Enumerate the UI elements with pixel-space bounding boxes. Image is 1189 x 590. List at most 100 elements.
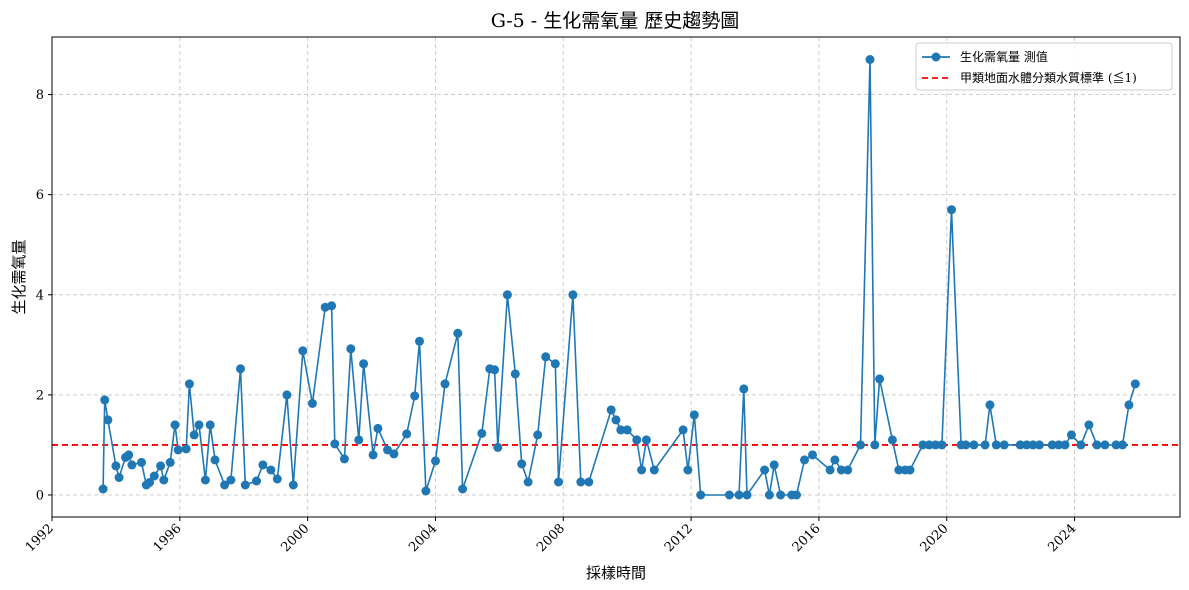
data-point xyxy=(776,490,786,500)
data-point xyxy=(410,391,420,401)
data-point xyxy=(637,465,647,475)
data-point xyxy=(421,486,431,496)
data-point xyxy=(689,410,699,420)
data-point xyxy=(825,465,835,475)
data-point xyxy=(502,290,512,300)
x-tick-label: 2008 xyxy=(534,521,568,555)
y-tick-label: 2 xyxy=(36,388,44,403)
data-point xyxy=(200,475,210,485)
y-axis-ticks: 0 2 4 6 8 xyxy=(36,88,52,503)
y-tick-label: 4 xyxy=(36,288,44,303)
data-point xyxy=(678,425,688,435)
data-point xyxy=(616,425,626,435)
data-point xyxy=(383,445,392,455)
chart-title: G-5 - 生化需氧量 歷史趨勢圖 xyxy=(491,10,740,32)
legend-box xyxy=(915,42,1173,91)
data-point xyxy=(402,429,412,439)
data-point xyxy=(550,359,560,369)
x-tick-label: 1996 xyxy=(151,521,185,555)
series-line xyxy=(102,59,1137,498)
data-point xyxy=(220,480,230,490)
data-point xyxy=(100,395,110,405)
data-point xyxy=(170,420,180,430)
data-point xyxy=(373,423,383,433)
data-point xyxy=(266,465,276,475)
data-point xyxy=(194,420,204,430)
data-point xyxy=(1022,440,1032,450)
data-point xyxy=(98,484,108,494)
data-point xyxy=(330,439,340,449)
data-point xyxy=(1015,440,1025,450)
data-point xyxy=(696,490,706,500)
data-point xyxy=(127,460,137,470)
data-point xyxy=(1111,440,1121,450)
data-point xyxy=(1054,440,1064,450)
data-point xyxy=(165,457,175,467)
x-tick-label: 2004 xyxy=(406,521,440,555)
data-point xyxy=(258,460,268,470)
data-point xyxy=(918,440,928,450)
data-point xyxy=(961,440,971,450)
data-point xyxy=(226,475,236,485)
data-point xyxy=(327,301,337,311)
data-point xyxy=(288,480,298,490)
data-point xyxy=(792,490,801,500)
legend-reference-label: 甲類地面水體分類水質標準 (≦1) xyxy=(960,70,1137,85)
data-point xyxy=(1092,440,1102,450)
data-point xyxy=(252,476,261,486)
data-point xyxy=(724,490,734,500)
legend-series-label: 生化需氧量 測值 xyxy=(960,49,1048,64)
data-point xyxy=(739,384,749,394)
legend: 生化需氧量 測值 甲類地面水體分類水質標準 (≦1) xyxy=(915,42,1173,91)
data-point xyxy=(453,328,463,338)
data-point xyxy=(189,430,199,440)
y-tick-label: 8 xyxy=(36,88,44,103)
y-axis-label: 生化需氧量 xyxy=(10,239,28,314)
data-point xyxy=(865,55,875,64)
data-point xyxy=(368,450,378,460)
data-point xyxy=(145,478,154,487)
x-tick-label: 2016 xyxy=(790,521,824,555)
data-point xyxy=(156,461,166,471)
data-point xyxy=(856,440,865,450)
data-point xyxy=(205,420,215,430)
data-point xyxy=(1060,440,1070,450)
data-point xyxy=(683,465,693,475)
data-point xyxy=(1076,440,1086,450)
data-point xyxy=(887,435,897,445)
data-point xyxy=(517,459,527,469)
data-point xyxy=(1047,440,1057,450)
y-tick-label: 6 xyxy=(36,188,44,203)
data-point xyxy=(114,473,124,482)
data-point xyxy=(836,465,846,475)
data-point xyxy=(359,359,369,369)
data-point xyxy=(769,460,779,470)
data-point xyxy=(240,480,250,490)
data-point xyxy=(440,379,450,389)
data-point xyxy=(282,390,292,400)
data-point xyxy=(764,490,774,500)
data-point xyxy=(1124,400,1134,410)
data-point xyxy=(431,456,440,466)
data-point xyxy=(1084,420,1094,430)
x-tick-label: 2012 xyxy=(662,521,696,555)
data-point xyxy=(584,477,594,487)
data-point xyxy=(149,471,159,481)
data-point xyxy=(843,465,853,475)
data-point xyxy=(905,465,915,475)
data-point xyxy=(477,428,487,438)
data-point xyxy=(734,490,744,500)
data-point xyxy=(1100,440,1110,450)
data-point xyxy=(760,465,770,475)
x-tick-label: 2020 xyxy=(918,521,952,555)
data-point xyxy=(1130,379,1140,389)
data-point xyxy=(307,398,317,408)
x-axis-ticks: 1992 1996 2000 2004 2008 2012 2016 2020 2024 xyxy=(23,517,1079,555)
data-point xyxy=(510,369,520,379)
plot-frame xyxy=(51,36,1181,518)
data-point xyxy=(576,477,586,487)
data-point xyxy=(159,475,169,485)
data-point xyxy=(389,449,399,459)
legend-series-marker xyxy=(931,52,941,62)
data-point xyxy=(173,445,183,455)
